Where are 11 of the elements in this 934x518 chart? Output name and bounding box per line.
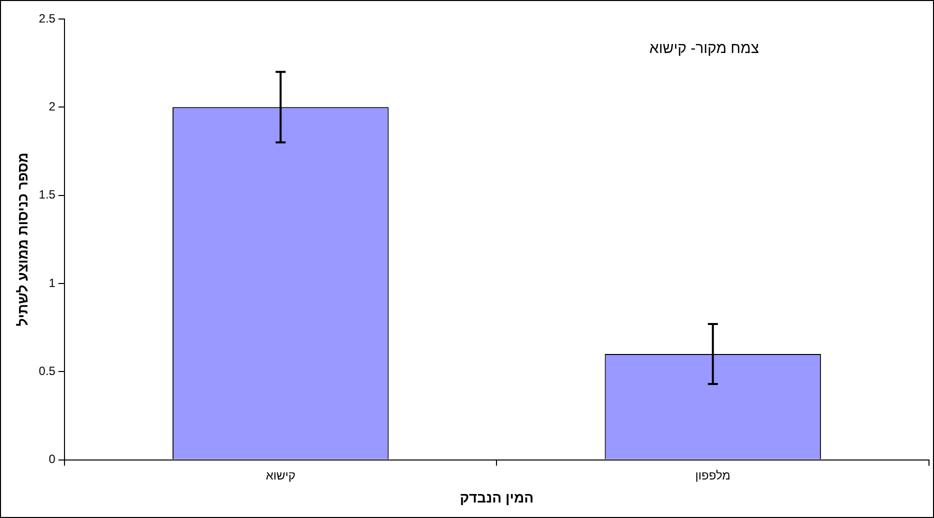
y-tick-label: 0: [48, 452, 56, 466]
y-axis-title: מספר כניסות ממוצע לשתיל: [14, 152, 30, 326]
y-tick-label: 2.5: [38, 11, 56, 26]
y-tick-label: 1: [48, 276, 56, 290]
y-tick-label: 1.5: [38, 188, 56, 202]
x-tick-label: קישוא: [266, 468, 296, 482]
x-tick-label: מלפפון: [695, 468, 730, 482]
text: צמח מקור- קישוא: [649, 40, 760, 58]
x-axis-title: המין הנבדק: [460, 489, 534, 506]
y-tick-label: 0.5: [38, 364, 56, 378]
y-tick-label: 2: [48, 99, 56, 114]
